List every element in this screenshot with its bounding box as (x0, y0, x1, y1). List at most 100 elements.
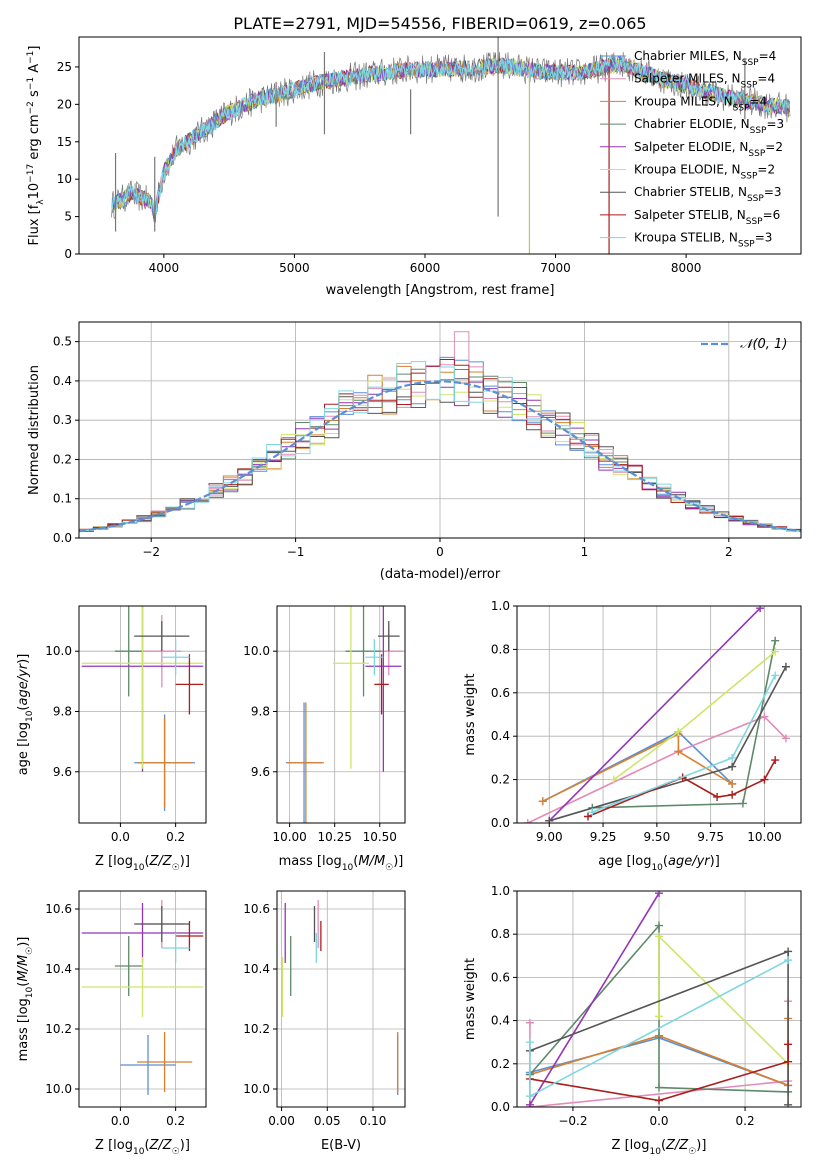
mass_vs_ebv-xtick-label: 0.05 (314, 1114, 341, 1128)
residuals-ytick-label: 0.5 (53, 335, 72, 349)
massweight_vs_Z-ylabel: mass weight (463, 958, 478, 1040)
age_vs_mass-axes: 10.00 10.25 10.50 9.6 9.8 10.0 (243, 606, 405, 844)
massweight_vs_age-xlabel: age [log10(age/yr)] (598, 854, 720, 873)
series-marker (538, 797, 547, 806)
massweight_vs_age-ytick-label: 0.2 (491, 773, 510, 787)
spectrum-xtick-label: 4000 (149, 261, 180, 275)
mass_vs_ebv-xlabel: E(B-V) (321, 1138, 361, 1153)
series-marker (584, 812, 592, 821)
age_vs_Z-axes: 0.0 0.2 9.6 9.8 10.0 (45, 606, 206, 844)
mass_vs_Z-xlabel: Z [log10(Z/Z☉)] (95, 1138, 190, 1157)
massweight_vs_Z-xlabel: Z [log10(Z/Z☉)] (612, 1138, 707, 1157)
gaussian-curve (79, 380, 801, 533)
age_vs_mass-xtick-label: 10.00 (272, 830, 306, 844)
mass_vs_ebv-xtick-label: 0.00 (268, 1114, 295, 1128)
spectrum-lines (111, 37, 791, 254)
series-marker (674, 747, 683, 756)
residuals-axes: −2 −1 0 1 2 0.0 0.1 0.2 0.3 0.4 0.5 (53, 322, 801, 559)
age_vs_Z-points (81, 606, 204, 811)
age_vs_mass-ytick-label: 10.0 (243, 644, 270, 658)
series-line (529, 1044, 789, 1102)
series-marker (655, 921, 663, 930)
series-marker (523, 819, 532, 823)
residuals-xtick-label: −2 (142, 545, 160, 559)
age_vs_mass-xlabel: mass [log10(M/M☉)] (279, 854, 404, 873)
spectrum-ytick-label: 20 (57, 97, 72, 111)
massweight_vs_Z-ytick-label: 0.2 (491, 1057, 510, 1071)
massweight_vs_age-xtick-label: 10.00 (747, 830, 781, 844)
series-marker (728, 753, 737, 762)
series-marker (771, 636, 780, 645)
series-marker (760, 775, 769, 784)
massweight_vs_age-xtick-label: 9.00 (536, 830, 563, 844)
series-marker (771, 647, 780, 656)
residuals-xtick-label: 0 (436, 545, 444, 559)
mass_vs_ebv-xtick-label: 0.10 (360, 1114, 387, 1128)
mass_vs_Z-ytick-label: 10.6 (45, 902, 72, 916)
spectrum-model-line (111, 55, 790, 220)
series-line (527, 715, 787, 823)
spectrum-xlabel: wavelength [Angstrom, rest frame] (326, 283, 555, 298)
massweight_vs_Z-ytick-label: 0.4 (491, 1014, 510, 1028)
age_vs_mass-ytick-label: 9.8 (251, 704, 270, 718)
residuals-hists (79, 331, 801, 534)
spectrum-ytick-label: 15 (57, 135, 72, 149)
spectrum-ytick-label: 5 (64, 210, 72, 224)
series-marker (655, 1012, 663, 1021)
series-marker (771, 756, 780, 765)
residuals-ytick-label: 0.2 (53, 452, 72, 466)
series-marker (784, 956, 793, 965)
figure-title: PLATE=2791, MJD=54556, FIBERID=0619, z=0… (233, 14, 646, 33)
legend-entry: Kroupa MILES, NSSP=4 (634, 94, 767, 113)
mass_vs_Z-xtick-label: 0.0 (111, 1114, 130, 1128)
massweight_vs_age-ytick-label: 0.6 (491, 686, 510, 700)
residuals-frame (78, 321, 802, 539)
residual-histogram (79, 359, 801, 534)
massweight_vs_Z-ytick-label: 0.8 (491, 927, 510, 941)
massweight_vs_Z-xtick-label: 0.2 (736, 1114, 755, 1128)
residuals-ytick-label: 0.0 (53, 531, 72, 545)
residuals-xtick-label: 1 (581, 545, 589, 559)
massweight_vs_age-xtick-label: 9.25 (590, 830, 617, 844)
spectrum-ytick-label: 0 (64, 247, 72, 261)
legend-entry: Kroupa ELODIE, NSSP=2 (634, 163, 775, 182)
mass_vs_Z-ytick-label: 10.2 (45, 1022, 72, 1036)
mass_vs_Z-ylabel: mass [log10(M/M☉)] (16, 937, 35, 1062)
residuals-ylabel: Normed distribution (27, 365, 42, 495)
age_vs_mass-points (286, 606, 404, 823)
massweight_vs_age-ytick-label: 0.8 (491, 642, 510, 656)
spectrum-legend: Chabrier MILES, NSSP=4 Salpeter MILES, NS… (600, 49, 784, 250)
age_vs_mass-xtick-label: 10.50 (363, 830, 397, 844)
series-marker (655, 1096, 663, 1105)
series-marker (728, 779, 737, 788)
series-marker (674, 727, 683, 736)
series-marker (655, 891, 663, 898)
legend-entry: Chabrier STELIB, NSSP=3 (634, 185, 782, 204)
series-marker (728, 790, 737, 799)
series-marker (760, 712, 769, 721)
series-line (548, 607, 761, 822)
mass_vs_ebv-ytick-label: 10.4 (243, 962, 270, 976)
massweight_vs_age-ylabel: mass weight (463, 673, 478, 755)
age_vs_Z-ylabel: age [log10(age/yr)] (16, 654, 35, 776)
massweight_vs_age-ytick-label: 0.0 (491, 816, 510, 830)
massweight_vs_age-series (523, 606, 790, 823)
series-marker (771, 671, 780, 680)
series-marker (655, 932, 663, 941)
mass_vs_Z-ytick-label: 10.0 (45, 1082, 72, 1096)
series-marker (588, 808, 597, 817)
massweight_vs_age-ytick-label: 0.4 (491, 729, 510, 743)
massweight_vs_Z-ytick-label: 0.0 (491, 1100, 510, 1114)
massweight_vs_age-ytick-label: 1.0 (491, 599, 510, 613)
age_vs_Z-xlabel: Z [log10(Z/Z☉)] (95, 854, 190, 873)
mass_vs_Z-frame (78, 890, 207, 1108)
residuals-xlabel: (data-model)/error (380, 567, 501, 582)
series-marker (784, 1100, 793, 1107)
massweight_vs_Z-frame (516, 890, 802, 1108)
series-marker (784, 1040, 793, 1049)
age_vs_mass-ytick-label: 9.6 (251, 765, 270, 779)
series-marker (525, 1100, 534, 1107)
series-marker (781, 662, 790, 671)
series-marker (784, 947, 793, 956)
